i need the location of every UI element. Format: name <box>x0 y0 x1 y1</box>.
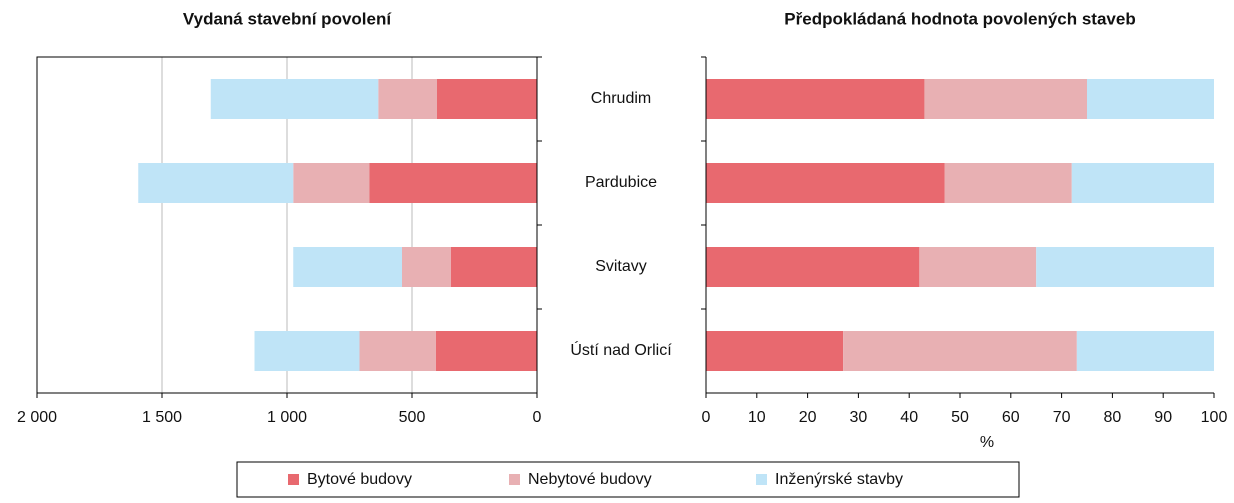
x-tick-label: 2 000 <box>17 409 57 426</box>
bar-segment <box>1071 163 1214 203</box>
bar-segment <box>706 331 844 371</box>
bar-segment <box>402 247 451 287</box>
x-tick-label: 50 <box>951 409 969 426</box>
x-tick-label: 100 <box>1201 409 1228 426</box>
x-tick-label: 1 000 <box>267 409 307 426</box>
x-tick-label: 0 <box>702 409 711 426</box>
bar-segment <box>706 79 925 119</box>
category-label: Ústí nad Orlicí <box>570 340 672 359</box>
category-label: Svitavy <box>595 258 647 275</box>
legend-label: Inženýrské stavby <box>775 471 903 488</box>
bar-segment <box>293 163 370 203</box>
category-label: Pardubice <box>585 174 657 191</box>
category-label: Chrudim <box>591 90 651 107</box>
bar-segment <box>369 163 537 203</box>
x-tick-label: 10 <box>748 409 766 426</box>
bar-segment <box>254 331 360 371</box>
bar-segment <box>435 331 537 371</box>
bar-segment <box>843 331 1077 371</box>
x-axis-label: % <box>980 434 994 451</box>
x-tick-label: 70 <box>1053 409 1071 426</box>
bar-segment <box>944 163 1072 203</box>
legend-swatch <box>756 474 767 485</box>
bar-segment <box>437 79 537 119</box>
bar-segment <box>1036 247 1214 287</box>
bar-segment <box>359 331 436 371</box>
chart-title: Vydaná stavební povolení <box>183 9 392 28</box>
x-tick-label: 500 <box>399 409 426 426</box>
bar-segment <box>1076 331 1214 371</box>
x-tick-label: 60 <box>1002 409 1020 426</box>
legend-label: Bytové budovy <box>307 471 412 488</box>
bar-segment <box>293 247 402 287</box>
bar-segment <box>1087 79 1214 119</box>
x-tick-label: 20 <box>799 409 817 426</box>
legend-swatch <box>288 474 299 485</box>
x-tick-label: 40 <box>900 409 918 426</box>
legend-label: Nebytové budovy <box>528 471 652 488</box>
bar-segment <box>924 79 1087 119</box>
bar-segment <box>450 247 537 287</box>
x-tick-label: 80 <box>1104 409 1122 426</box>
legend-box <box>236 461 1020 498</box>
bar-segment <box>378 79 437 119</box>
x-tick-label: 30 <box>850 409 868 426</box>
x-tick-label: 1 500 <box>142 409 182 426</box>
chart-title: Předpokládaná hodnota povolených staveb <box>784 9 1135 28</box>
bar-segment <box>706 163 945 203</box>
x-tick-label: 0 <box>533 409 542 426</box>
bar-segment <box>919 247 1037 287</box>
x-tick-label: 90 <box>1154 409 1172 426</box>
bar-segment <box>706 247 920 287</box>
bar-segment <box>210 79 379 119</box>
legend-swatch <box>509 474 520 485</box>
bar-segment <box>138 163 294 203</box>
